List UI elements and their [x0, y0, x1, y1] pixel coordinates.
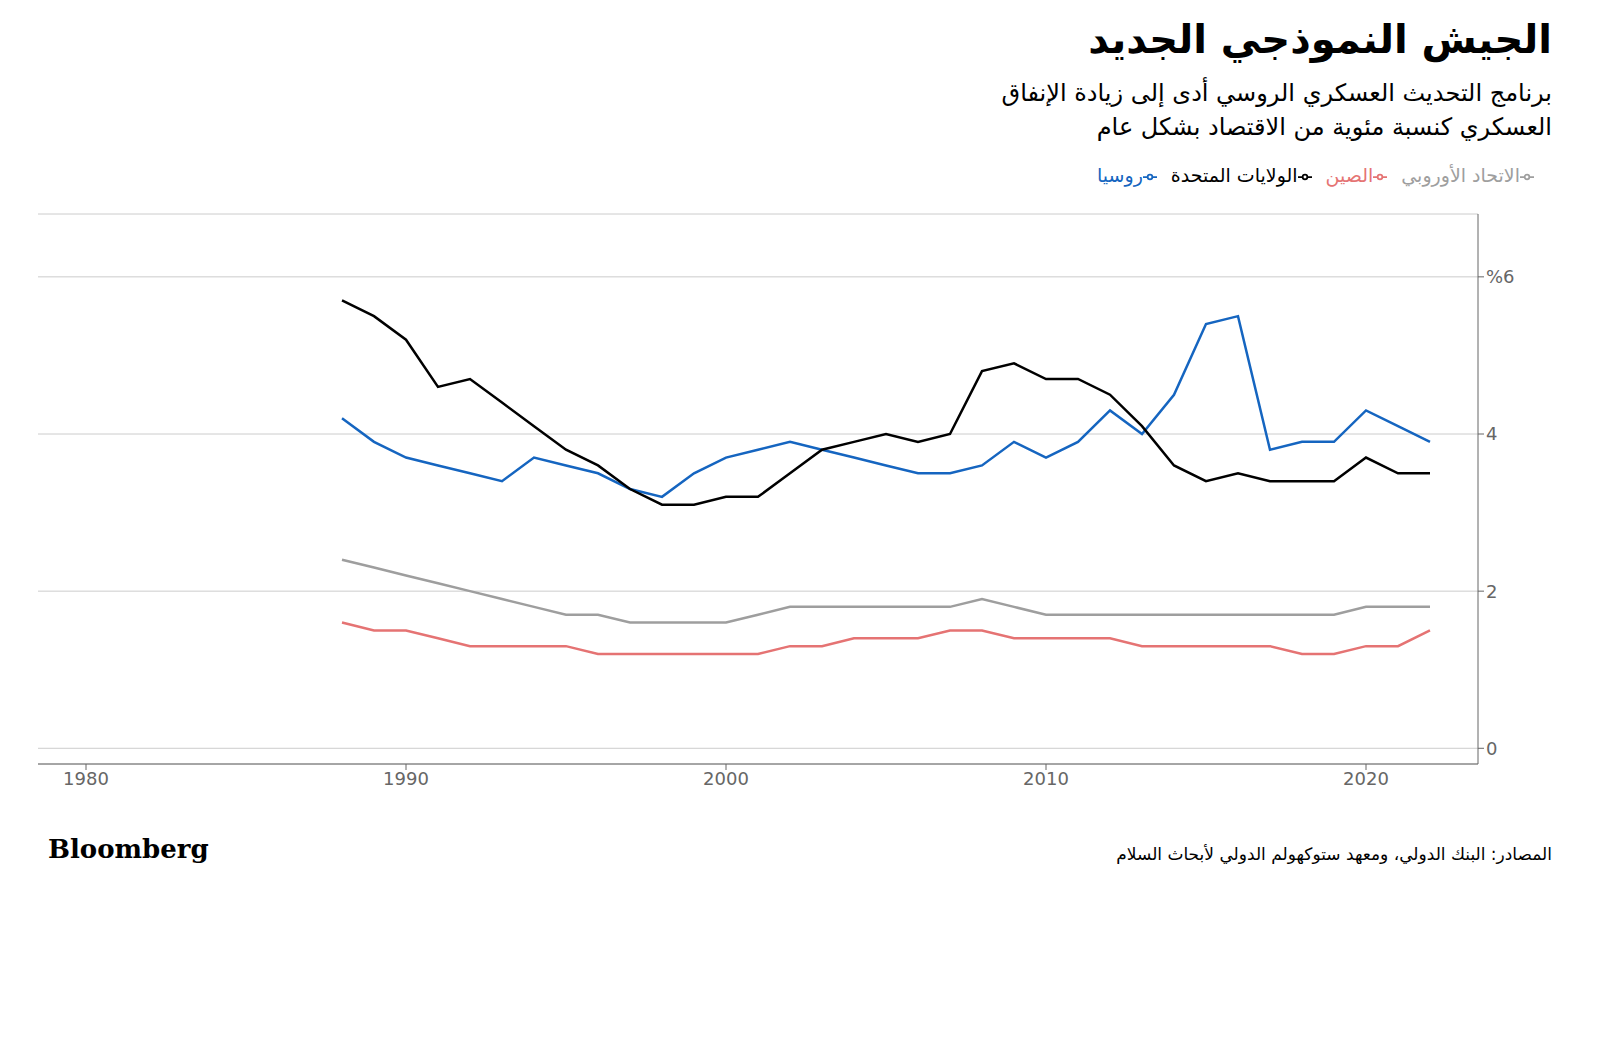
svg-text:0: 0: [1486, 738, 1497, 759]
svg-text:2: 2: [1486, 581, 1497, 602]
html-text:الجيش النموذجي الجديد: الجيش النموذجي الجديد: [1088, 16, 1552, 62]
html-text:الولايات المتحدة: الولايات المتحدة: [1170, 164, 1298, 186]
html-text:Bloomberg: Bloomberg: [48, 834, 209, 864]
svg-text:%6: %6: [1486, 266, 1515, 287]
html-text:الاتحاد الأوروبي: الاتحاد الأوروبي: [1401, 164, 1520, 186]
html-text:برنامج التحديث العسكري الروسي: برنامج التحديث العسكري الروسي أدى إلى زي…: [1001, 79, 1552, 107]
html-text:الصين: الصين: [1325, 164, 1374, 186]
html-text:المصادر: البنك الدولي، ومعهد س: المصادر: البنك الدولي، ومعهد ستوكهولم ال…: [1116, 844, 1552, 864]
html-text:العسكري كنسبة مئوية من الاقتصا: العسكري كنسبة مئوية من الاقتصاد بشكل عام: [1096, 113, 1552, 141]
svg-text:2020: 2020: [1343, 768, 1389, 789]
svg-text:4: 4: [1486, 423, 1497, 444]
html-text:روسيا: روسيا: [1097, 164, 1143, 186]
svg-text:1980: 1980: [63, 768, 109, 789]
svg-text:1990: 1990: [383, 768, 429, 789]
svg-text:2010: 2010: [1023, 768, 1069, 789]
svg-text:2000: 2000: [703, 768, 749, 789]
